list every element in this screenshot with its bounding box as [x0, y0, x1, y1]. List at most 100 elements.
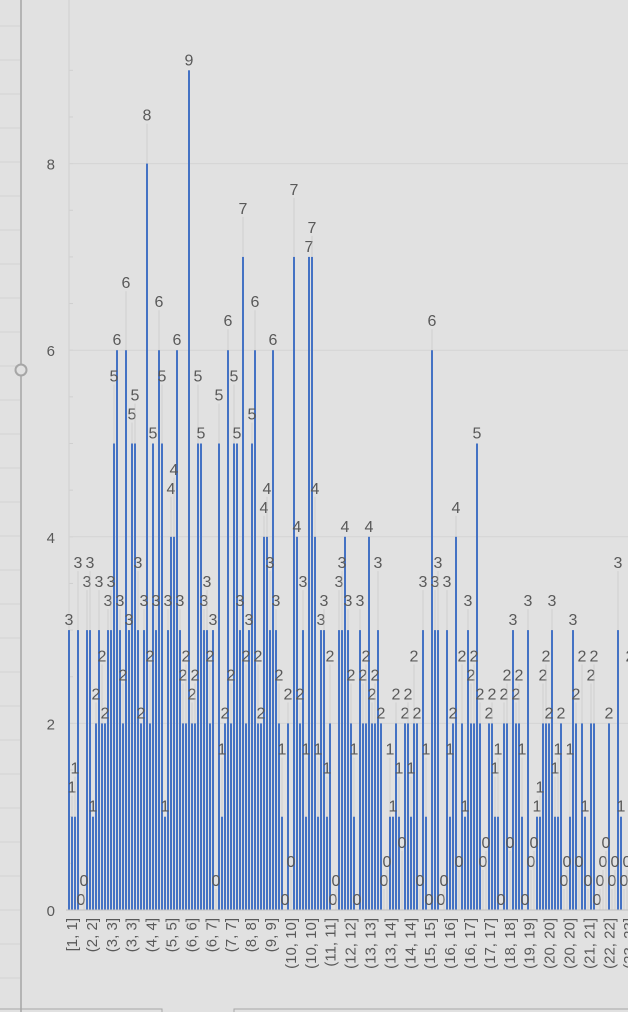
- data-label: 0: [212, 873, 221, 890]
- data-label: 3: [356, 593, 365, 610]
- bar: [503, 723, 505, 910]
- data-label: 2: [413, 705, 422, 722]
- data-label: 3: [317, 612, 326, 629]
- data-label: 5: [110, 369, 119, 386]
- data-label: 0: [506, 835, 515, 852]
- bar: [158, 350, 160, 910]
- bar: [551, 630, 553, 910]
- data-label: 2: [326, 648, 335, 665]
- data-label: 1: [581, 799, 590, 816]
- y-tick-label: 6: [47, 343, 55, 360]
- data-label: 4: [260, 500, 269, 517]
- data-label: 1: [68, 780, 77, 797]
- data-label: 0: [611, 854, 620, 871]
- bar: [293, 256, 295, 910]
- bar: [263, 536, 265, 910]
- x-tick-label: (3, 3]: [104, 918, 121, 952]
- bar: [377, 630, 379, 910]
- data-label: 4: [263, 481, 272, 498]
- sheet-tab-area[interactable]: [0, 1008, 163, 1012]
- bar: [170, 536, 172, 910]
- data-label: 2: [257, 705, 266, 722]
- data-label: 2: [485, 705, 494, 722]
- bar: [146, 163, 148, 911]
- data-label: 0: [380, 873, 389, 890]
- x-tick-label: (12, 12]: [343, 918, 360, 969]
- data-label: 3: [86, 555, 95, 572]
- bar: [380, 723, 382, 910]
- data-label: 3: [152, 593, 161, 610]
- data-label: 1: [446, 742, 455, 759]
- bar: [389, 816, 391, 910]
- bar: [620, 816, 622, 910]
- data-label: 5: [128, 407, 137, 424]
- bar: [329, 723, 331, 910]
- data-label: 2: [119, 667, 128, 684]
- x-tick-label: (15, 15]: [422, 918, 439, 969]
- data-label: 3: [116, 593, 125, 610]
- data-label: 0: [287, 854, 296, 871]
- horizontal-scrollbar[interactable]: [233, 1008, 628, 1012]
- bar: [506, 723, 508, 910]
- data-label: 1: [323, 761, 332, 778]
- bar: [554, 816, 556, 910]
- data-label: 2: [458, 648, 467, 665]
- data-label: 3: [164, 593, 173, 610]
- data-label: 6: [269, 332, 278, 349]
- bar: [287, 723, 289, 910]
- bar: [143, 630, 145, 910]
- y-axis-tick-labels: 0 2 4 6 8: [47, 157, 55, 920]
- data-label: 0: [560, 873, 569, 890]
- data-label: 2: [368, 686, 377, 703]
- bar: [593, 723, 595, 910]
- data-label: 5: [230, 369, 239, 386]
- x-tick-label: (14, 14]: [402, 918, 419, 969]
- resize-handle[interactable]: [14, 363, 28, 377]
- data-label: 2: [404, 686, 413, 703]
- data-label: 0: [332, 873, 341, 890]
- data-label: 2: [557, 705, 566, 722]
- bar: [281, 816, 283, 910]
- x-tick-label: (10, 10]: [303, 918, 320, 969]
- data-label: 2: [242, 648, 251, 665]
- x-tick-label: (8, 8]: [243, 918, 260, 952]
- data-label: 3: [509, 612, 518, 629]
- bar: [437, 630, 439, 910]
- data-label: 2: [515, 667, 524, 684]
- data-label: 1: [89, 799, 98, 816]
- data-label: 1: [494, 742, 503, 759]
- bar: [167, 630, 169, 910]
- bar: [113, 443, 115, 910]
- x-tick-label: (20, 20]: [542, 918, 559, 969]
- data-label: 4: [452, 500, 461, 517]
- y-tick-label: 4: [47, 530, 55, 547]
- data-label: 2: [296, 686, 305, 703]
- data-label: 8: [143, 108, 152, 125]
- x-tick-label: (22, 22]: [601, 918, 618, 969]
- bar: [344, 536, 346, 910]
- data-label: 0: [584, 873, 593, 890]
- x-tick-label: (16, 16]: [442, 918, 459, 969]
- data-label: 4: [311, 481, 320, 498]
- bar: [410, 816, 412, 910]
- data-label: 2: [206, 648, 215, 665]
- data-label: 4: [365, 519, 374, 536]
- bar: [320, 630, 322, 910]
- data-label: 2: [476, 686, 485, 703]
- bar: [518, 723, 520, 910]
- bar: [137, 630, 139, 910]
- bar: [392, 816, 394, 910]
- data-label: 0: [425, 892, 434, 909]
- data-label: 0: [281, 892, 290, 909]
- data-label: 1: [161, 799, 170, 816]
- data-label: 3: [272, 593, 281, 610]
- bar: [194, 723, 196, 910]
- bar: [116, 350, 118, 910]
- bar: [353, 816, 355, 910]
- data-label: 0: [608, 873, 617, 890]
- bar: [206, 630, 208, 910]
- spreadsheet-background: [0, 25, 73, 979]
- bars: [68, 70, 622, 911]
- bar: [197, 443, 199, 910]
